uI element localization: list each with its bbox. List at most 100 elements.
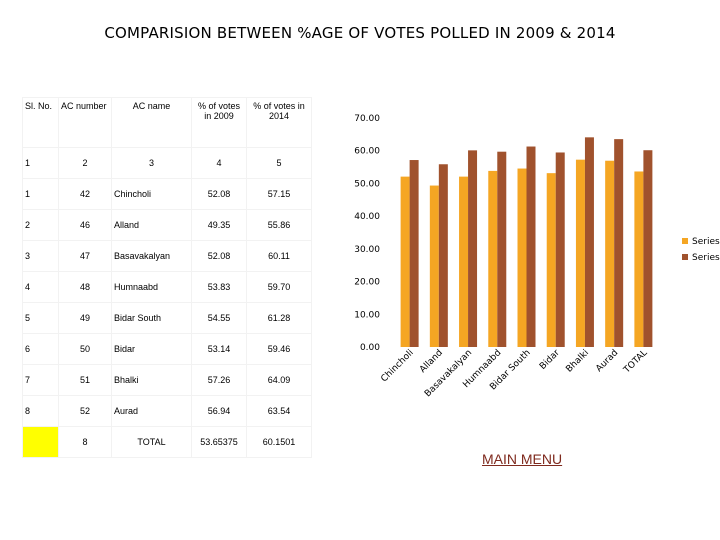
cell-votes-2014: 60.11 (246, 240, 312, 272)
cell-sl-no: 5 (22, 302, 59, 334)
cell-votes-2009: 53.14 (191, 333, 247, 365)
table-row: 7 51 Bhalki 57.26 64.09 (22, 364, 312, 396)
bar-series2 (497, 151, 507, 347)
header-votes-2014: % of votes in 2014 (246, 97, 312, 148)
cell-ac-number: 50 (58, 333, 112, 365)
bar-series1 (517, 168, 527, 347)
bar-series2 (643, 150, 653, 347)
table-row: 2 46 Alland 49.35 55.86 (22, 209, 312, 241)
cell-votes-2014: 59.46 (246, 333, 312, 365)
total-ac-count: 8 (58, 426, 112, 458)
cell-votes-2009: 56.94 (191, 395, 247, 427)
y-tick-label: 40.00 (354, 212, 380, 222)
legend-swatch (682, 238, 688, 244)
bar-series1 (488, 170, 498, 347)
bar-series2 (526, 146, 536, 347)
x-tick-label: Alland (418, 348, 445, 375)
bar-chart: 0.00 10.00 20.00 30.00 40.00 50.00 60.00 70.00 C… (354, 114, 720, 399)
index-cell: 1 (22, 147, 59, 179)
x-tick-label: Chincholi (379, 348, 415, 384)
index-cell: 3 (111, 147, 192, 179)
bar-series1 (429, 185, 439, 347)
y-tick-label: 10.00 (354, 310, 380, 320)
bar-series1 (459, 176, 469, 347)
cell-ac-name: Bhalki (111, 364, 192, 396)
table-body: 1 42 Chincholi 52.08 57.15 2 46 Alland 49.35 55.8… (22, 178, 312, 427)
bar-series1 (634, 171, 644, 347)
table-row: 1 42 Chincholi 52.08 57.15 (22, 178, 312, 210)
legend-label: Series2 (692, 253, 720, 263)
cell-votes-2009: 54.55 (191, 302, 247, 334)
bar-series1 (605, 160, 615, 347)
cell-votes-2009: 52.08 (191, 240, 247, 272)
total-blank-cell (22, 426, 59, 458)
cell-votes-2009: 57.26 (191, 364, 247, 396)
cell-ac-name: Aurad (111, 395, 192, 427)
index-cell: 5 (246, 147, 312, 179)
cell-ac-number: 52 (58, 395, 112, 427)
cell-votes-2014: 64.09 (246, 364, 312, 396)
x-tick-label: Bhalki (564, 348, 591, 375)
table-total-row: 8 TOTAL 53.65375 60.1501 (22, 426, 312, 458)
table-row: 3 47 Basavakalyan 52.08 60.11 (22, 240, 312, 272)
bar-series2 (468, 150, 478, 347)
cell-votes-2014: 63.54 (246, 395, 312, 427)
cell-sl-no: 7 (22, 364, 59, 396)
y-tick-label: 60.00 (354, 147, 380, 157)
y-tick-label: 50.00 (354, 179, 380, 189)
votes-table: Sl. No. AC number AC name % of votes in … (22, 97, 312, 458)
cell-votes-2009: 49.35 (191, 209, 247, 241)
header-sl-no: Sl. No. (22, 97, 59, 148)
x-tick-label: Bidar (538, 348, 562, 372)
cell-sl-no: 8 (22, 395, 59, 427)
y-tick-label: 20.00 (354, 278, 380, 288)
cell-votes-2009: 52.08 (191, 178, 247, 210)
table-row: 6 50 Bidar 53.14 59.46 (22, 333, 312, 365)
total-2009: 53.65375 (191, 426, 247, 458)
cell-ac-name: Bidar South (111, 302, 192, 334)
bar-series1 (400, 176, 410, 347)
cell-ac-name: Basavakalyan (111, 240, 192, 272)
cell-ac-number: 46 (58, 209, 112, 241)
cell-votes-2009: 53.83 (191, 271, 247, 303)
bar-series2 (614, 139, 624, 347)
index-cell: 2 (58, 147, 112, 179)
cell-ac-name: Chincholi (111, 178, 192, 210)
header-ac-number: AC number (58, 97, 112, 148)
total-2014: 60.1501 (246, 426, 312, 458)
cell-votes-2014: 55.86 (246, 209, 312, 241)
table-index-row: 1 2 3 4 5 (22, 147, 312, 179)
cell-sl-no: 4 (22, 271, 59, 303)
cell-ac-number: 49 (58, 302, 112, 334)
cell-votes-2014: 57.15 (246, 178, 312, 210)
cell-ac-number: 47 (58, 240, 112, 272)
bar-series2 (584, 137, 594, 347)
bar-series1 (575, 159, 585, 347)
cell-ac-name: Bidar (111, 333, 192, 365)
cell-ac-number: 42 (58, 178, 112, 210)
table-row: 8 52 Aurad 56.94 63.54 (22, 395, 312, 427)
cell-ac-number: 51 (58, 364, 112, 396)
bar-series2 (555, 152, 565, 347)
table-row: 4 48 Humnaabd 53.83 59.70 (22, 271, 312, 303)
cell-ac-name: Humnaabd (111, 271, 192, 303)
cell-sl-no: 2 (22, 209, 59, 241)
x-tick-label: TOTAL (622, 348, 650, 376)
bar-series2 (438, 164, 448, 347)
main-menu-link[interactable]: MAIN MENU (482, 451, 563, 467)
y-tick-label: 0.00 (360, 343, 380, 353)
bar-series1 (546, 173, 556, 347)
cell-votes-2014: 61.28 (246, 302, 312, 334)
legend-swatch (682, 254, 688, 260)
header-ac-name: AC name (111, 97, 192, 148)
cell-sl-no: 1 (22, 178, 59, 210)
index-cell: 4 (191, 147, 247, 179)
cell-sl-no: 6 (22, 333, 59, 365)
y-tick-label: 70.00 (354, 114, 380, 124)
y-tick-label: 30.00 (354, 245, 380, 255)
header-votes-2009: % of votes in 2009 (191, 97, 247, 148)
bar-series2 (409, 160, 419, 347)
page-title: COMPARISION BETWEEN %AGE OF VOTES POLLED… (104, 24, 616, 42)
table-header-row: Sl. No. AC number AC name % of votes in … (22, 97, 312, 148)
cell-ac-number: 48 (58, 271, 112, 303)
